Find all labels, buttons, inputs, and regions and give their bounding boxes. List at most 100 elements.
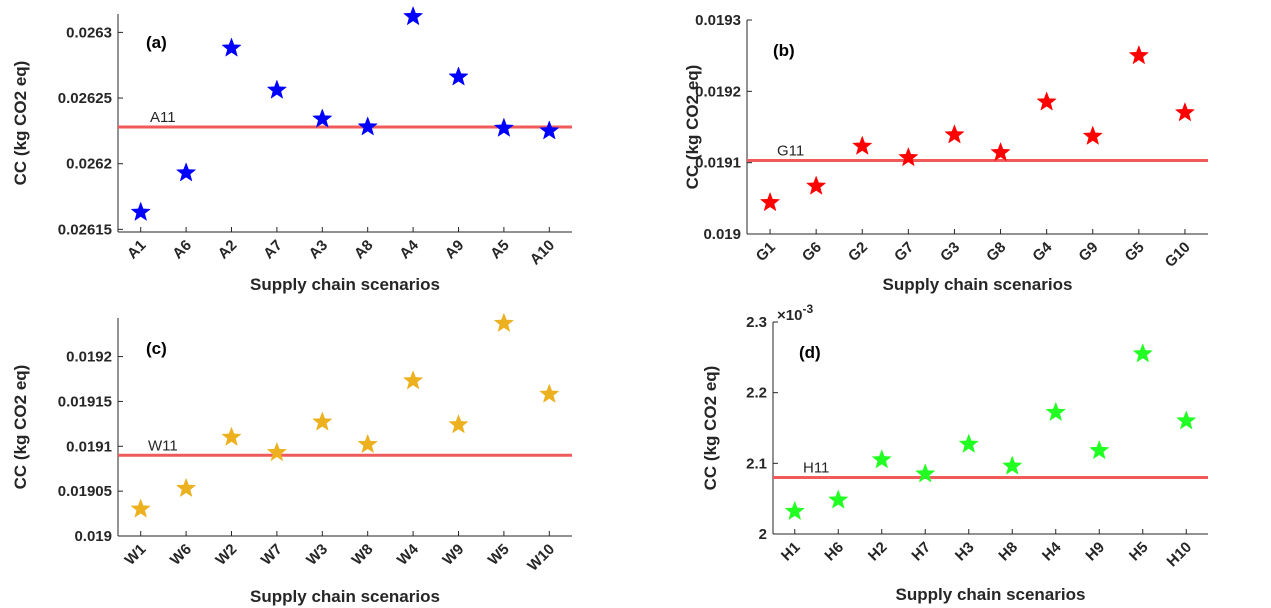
y-tick-label: 0.019 <box>74 528 112 545</box>
x-tick-label: W4 <box>394 540 422 568</box>
data-point-A1 <box>130 202 151 221</box>
x-tick-label: G1 <box>753 239 779 265</box>
y-tick-label: 0.0263 <box>66 24 112 41</box>
data-point-W5 <box>494 313 514 332</box>
x-tick-label: W3 <box>303 541 331 569</box>
reference-label: H11 <box>803 459 829 476</box>
y-tick-label: 0.0191 <box>695 155 741 172</box>
chart-panel-3: 0.019 0.01905 0.0191 0.01915 0.0192 W1 W6 W2 W7 W… <box>11 313 572 606</box>
y-tick-label: 2.1 <box>746 455 767 472</box>
y-tick-label: 2 <box>759 526 767 543</box>
x-tick-label: W5 <box>485 541 513 569</box>
y-axis-label: CC (kg CO2 eq) <box>683 65 702 190</box>
x-tick-label: W6 <box>167 541 195 569</box>
x-axis-label: Supply chain scenarios <box>250 587 440 606</box>
reference-label: W11 <box>148 437 178 454</box>
x-axis-label: Supply chain scenarios <box>250 275 440 294</box>
y-tick-label: 2.3 <box>746 314 767 331</box>
x-axis-label: Supply chain scenarios <box>896 585 1086 604</box>
data-point-W8 <box>357 434 378 453</box>
x-tick-label: G8 <box>983 239 1009 265</box>
data-point-G6 <box>806 175 826 195</box>
x-tick-label: G2 <box>845 239 871 265</box>
y-tick-label: 0.0192 <box>66 349 112 366</box>
x-tick-label: A5 <box>487 237 513 263</box>
x-tick-label: W1 <box>122 541 150 569</box>
chart-panel-2: 0.019 0.0191 0.0192 0.0193 G1 G6 G2 G7 G3 G8 G4 G9 G… <box>683 12 1208 294</box>
data-point-H9 <box>1089 440 1110 459</box>
y-tick-label: 0.02615 <box>58 221 112 238</box>
x-tick-label: W10 <box>524 541 558 575</box>
data-point-W1 <box>130 498 151 518</box>
x-tick-label: A7 <box>260 237 286 263</box>
x-tick-label: A1 <box>124 237 150 263</box>
y-tick-label: 0.019 <box>703 226 741 243</box>
data-point-A6 <box>176 162 196 182</box>
y-tick-label: 0.0262 <box>66 156 112 173</box>
data-point-A3 <box>312 108 333 128</box>
data-point-W4 <box>403 370 423 390</box>
data-point-A2 <box>221 37 242 57</box>
x-tick-label: H10 <box>1164 539 1195 570</box>
x-tick-label: W9 <box>439 541 467 569</box>
panel-label: (c) <box>146 339 167 358</box>
x-tick-label: A10 <box>527 237 558 268</box>
y-exponent-power: -3 <box>802 302 813 316</box>
x-tick-label: A2 <box>215 237 241 263</box>
data-point-G7 <box>898 147 919 167</box>
data-point-W10 <box>539 384 560 403</box>
data-point-H8 <box>1002 455 1023 475</box>
y-axis-label: CC (kg CO2 eq) <box>11 365 30 490</box>
y-tick-label: 0.01915 <box>58 393 112 410</box>
data-point-H1 <box>784 501 805 520</box>
x-tick-label: H2 <box>865 539 891 565</box>
data-point-G9 <box>1082 126 1103 145</box>
data-point-H2 <box>871 449 892 469</box>
x-tick-label: G6 <box>799 239 825 265</box>
data-point-W9 <box>448 414 469 434</box>
data-point-H6 <box>828 489 849 509</box>
y-tick-label: 0.0193 <box>695 12 741 29</box>
data-point-H3 <box>958 434 979 453</box>
x-tick-label: W2 <box>212 541 240 569</box>
x-tick-label: A6 <box>169 237 195 263</box>
x-tick-label: H1 <box>778 539 804 565</box>
x-tick-label: W7 <box>258 541 286 569</box>
data-point-H5 <box>1132 343 1153 363</box>
y-tick-label: 0.0192 <box>695 83 741 100</box>
data-point-G5 <box>1129 45 1149 65</box>
x-tick-label: H3 <box>952 539 978 565</box>
y-tick-label: 2.2 <box>746 385 767 402</box>
data-point-A5 <box>494 118 514 137</box>
chart-panel-1: 0.02615 0.0262 0.02625 0.0263 A1 A6 A2 A7 A3 A8 A4… <box>11 6 572 294</box>
y-exponent-label: ×10-3 <box>777 302 813 324</box>
panel-label: (b) <box>773 41 795 60</box>
data-point-A8 <box>357 116 378 136</box>
data-point-W6 <box>176 478 196 497</box>
x-tick-label: H8 <box>995 539 1021 565</box>
panel-label: (d) <box>799 343 821 362</box>
data-point-A9 <box>448 66 469 86</box>
data-point-G4 <box>1036 91 1057 111</box>
x-tick-label: G9 <box>1075 239 1101 265</box>
data-point-W3 <box>312 411 333 431</box>
x-tick-label: H7 <box>908 539 934 565</box>
data-point-A4 <box>403 6 423 25</box>
data-point-G3 <box>944 124 965 144</box>
x-tick-label: A3 <box>306 237 332 263</box>
data-point-H4 <box>1045 402 1066 421</box>
reference-label: G11 <box>777 143 804 160</box>
x-tick-label: G10 <box>1162 239 1194 271</box>
x-tick-label: H5 <box>1126 539 1152 565</box>
reference-label: A11 <box>150 109 176 126</box>
data-point-H7 <box>915 463 936 483</box>
data-point-W7 <box>267 442 287 461</box>
y-tick-label: 0.0191 <box>66 438 112 455</box>
data-point-H10 <box>1176 410 1197 430</box>
x-tick-label: H6 <box>821 539 847 565</box>
x-tick-label: W8 <box>349 541 377 569</box>
data-point-G8 <box>990 142 1011 162</box>
chart-panel-4: 2 2.1 2.2 2.3 H1 H6 H2 H7 H3 H8 H4 H9 H5 H10 Supply ch… <box>701 302 1208 604</box>
x-tick-label: G5 <box>1122 239 1148 265</box>
